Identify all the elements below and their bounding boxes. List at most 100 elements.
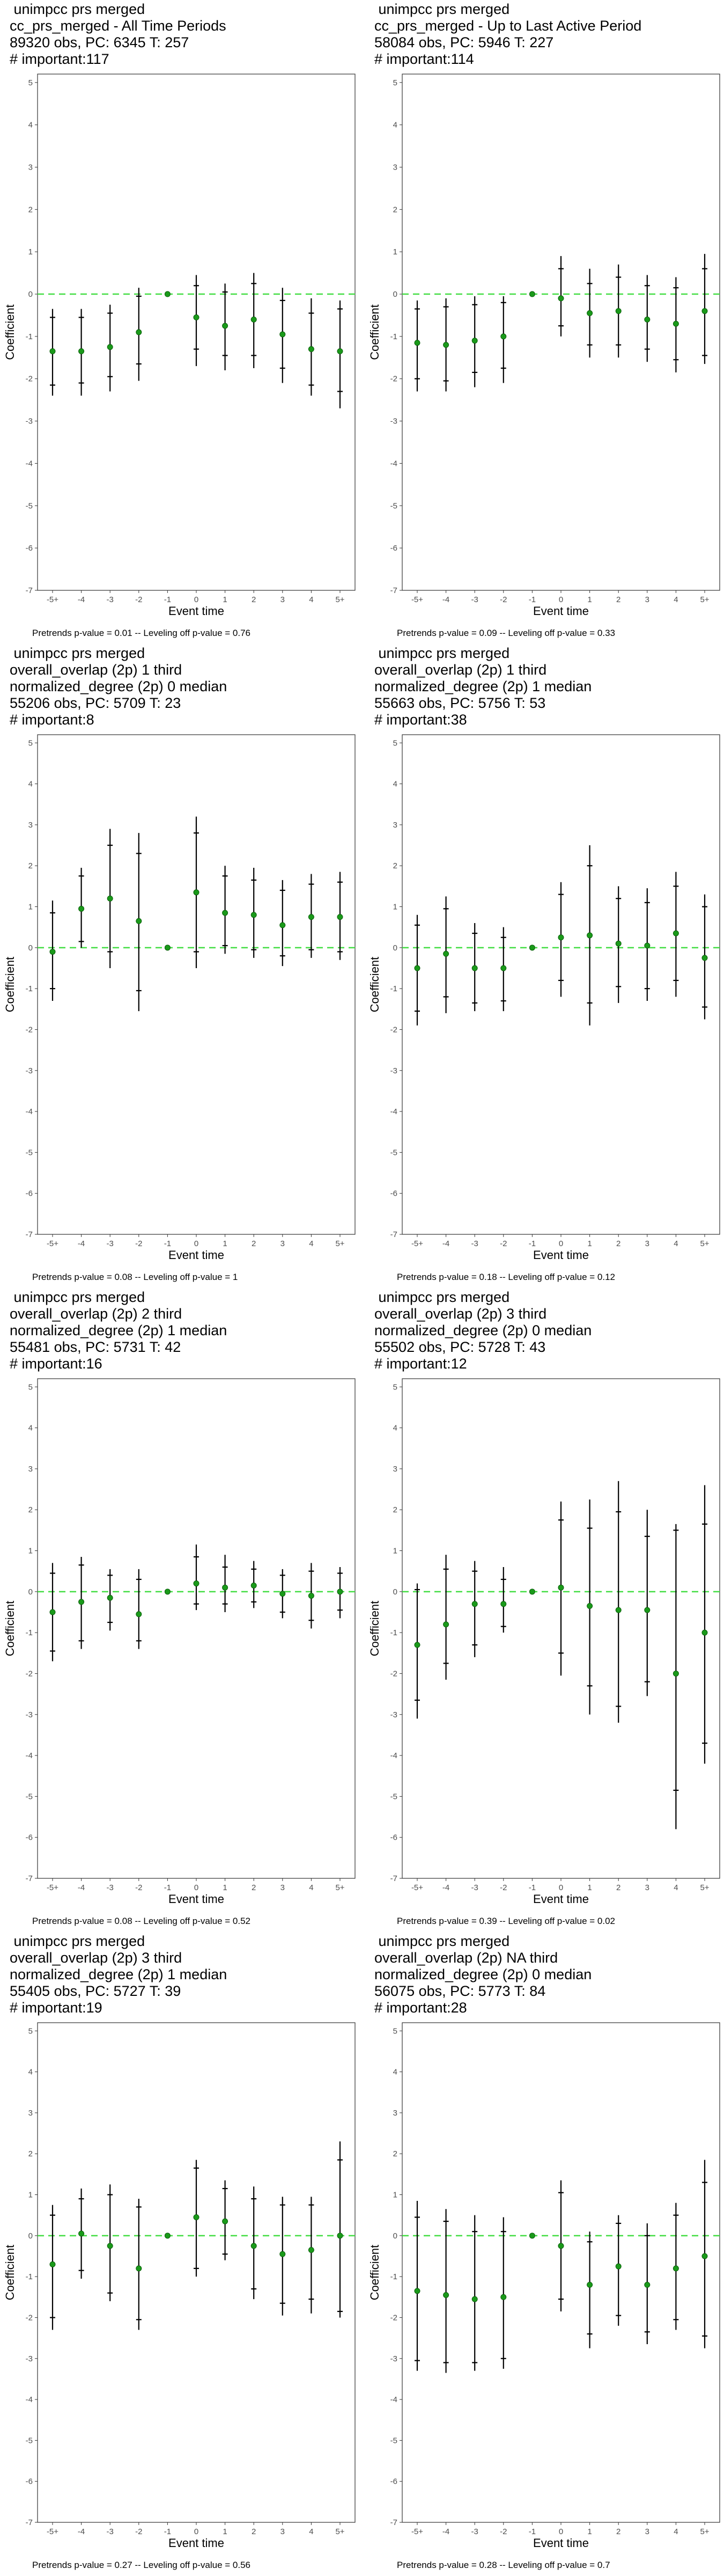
event-study-plot: 5 4 3 2 1 0 -1 -2 -3 -4 -5 -6 -7 Coefficient -5+ -4 -3 -2… xyxy=(368,734,720,1262)
estimate-point xyxy=(136,2265,142,2272)
x-tick-label: 2 xyxy=(616,2527,620,2536)
x-tick-label: 3 xyxy=(280,2527,285,2536)
estimate-point xyxy=(701,308,708,314)
y-tick-label: 4 xyxy=(393,780,397,789)
y-tick-label: -2 xyxy=(390,1025,397,1034)
title-line: unimpcc prs merged xyxy=(374,1289,510,1305)
x-tick-label: -5+ xyxy=(47,1239,58,1248)
y-tick-label: 4 xyxy=(28,1424,33,1433)
y-tick-label: 5 xyxy=(393,78,397,87)
title-line: normalized_degree (2p) 0 median xyxy=(10,678,227,694)
x-tick-label: -5+ xyxy=(411,1239,423,1248)
x-tick-label: -4 xyxy=(442,1239,449,1248)
y-tick-label: -3 xyxy=(390,2354,397,2363)
x-tick-label: 0 xyxy=(559,1239,563,1248)
title-line: # important:8 xyxy=(10,712,94,728)
title-line: normalized_degree (2p) 1 median xyxy=(10,1322,227,1338)
estimate-point xyxy=(414,1642,420,1648)
y-tick-label: 3 xyxy=(28,821,33,830)
x-tick-label: 3 xyxy=(280,595,285,604)
y-tick-label: 5 xyxy=(28,2026,33,2036)
y-tick-label: -1 xyxy=(26,1628,33,1637)
y-tick-label: -2 xyxy=(390,2313,397,2322)
y-tick-label: -7 xyxy=(26,2518,33,2527)
y-tick-label: -6 xyxy=(26,1189,33,1198)
y-tick-label: 3 xyxy=(393,821,397,830)
estimate-point xyxy=(250,2243,257,2249)
y-tick-label: -5 xyxy=(26,1148,33,1157)
estimate-point xyxy=(49,948,56,955)
y-tick-label: 0 xyxy=(393,1587,397,1597)
title-line: 55663 obs, PC: 5756 T: 53 xyxy=(374,695,546,711)
estimate-point xyxy=(49,2261,56,2267)
estimate-point xyxy=(414,2288,420,2294)
x-tick-label: -1 xyxy=(164,2527,171,2536)
estimate-point xyxy=(337,348,343,354)
estimate-point xyxy=(250,316,257,323)
estimate-point xyxy=(49,348,56,354)
estimate-point xyxy=(337,1589,343,1595)
chart-title: unimpcc prs merged overall_overlap (2p) 2… xyxy=(10,1289,227,1372)
y-tick-label: -1 xyxy=(26,984,33,993)
chart-title: unimpcc prs merged overall_overlap (2p) 1… xyxy=(10,645,227,728)
x-tick-label: 1 xyxy=(223,595,227,604)
estimate-point xyxy=(193,1580,200,1587)
x-tick-label: 1 xyxy=(223,1239,227,1248)
estimate-point xyxy=(78,1599,85,1605)
x-tick-label: 0 xyxy=(194,1883,198,1892)
y-tick-label: -3 xyxy=(390,417,397,426)
x-axis-label: Event time xyxy=(168,2536,224,2550)
event-study-plot: 5 4 3 2 1 0 -1 -2 -3 -4 -5 -6 -7 Coefficient -5+ -4 -3 -2… xyxy=(368,2022,720,2550)
y-tick-label: -4 xyxy=(26,459,33,468)
title-line: unimpcc prs merged xyxy=(10,1289,145,1305)
y-tick-label: -5 xyxy=(390,501,397,510)
y-tick-label: 4 xyxy=(393,1424,397,1433)
title-line: # important:12 xyxy=(374,1356,467,1372)
event-study-plot: 5 4 3 2 1 0 -1 -2 -3 -4 -5 -6 -7 Coefficient -5+ -4 -3 -2… xyxy=(3,734,356,1262)
y-tick-label: -2 xyxy=(26,1669,33,1678)
plot-frame xyxy=(37,734,356,1235)
title-line: # important:114 xyxy=(374,51,474,67)
x-tick-label: -4 xyxy=(442,595,449,604)
x-tick-label: -2 xyxy=(135,1239,142,1248)
estimate-point xyxy=(673,930,679,936)
estimate-point xyxy=(644,942,651,949)
estimate-point xyxy=(107,1594,113,1601)
estimate-point xyxy=(587,932,593,939)
estimate-point xyxy=(587,1603,593,1609)
x-tick-label: 4 xyxy=(309,1883,313,1892)
estimate-point xyxy=(337,2233,343,2239)
estimate-point xyxy=(222,2218,228,2224)
estimate-point xyxy=(701,955,708,961)
y-tick-label: -7 xyxy=(390,2518,397,2527)
estimate-point xyxy=(587,310,593,317)
estimate-point xyxy=(279,2251,286,2257)
title-line: 58084 obs, PC: 5946 T: 227 xyxy=(374,34,554,50)
x-tick-label: 5+ xyxy=(335,1883,344,1892)
estimate-point xyxy=(500,333,507,340)
estimate-point xyxy=(136,329,142,335)
event-study-plot: 5 4 3 2 1 0 -1 -2 -3 -4 -5 -6 -7 Coefficient -5+ -4 -3 -2… xyxy=(368,74,720,618)
y-tick-label: 1 xyxy=(28,2191,33,2200)
y-tick-label: 4 xyxy=(393,121,397,130)
y-tick-label: -2 xyxy=(390,1669,397,1678)
title-line: normalized_degree (2p) 0 median xyxy=(374,1322,592,1338)
y-tick-label: -3 xyxy=(26,2354,33,2363)
estimate-point xyxy=(164,291,171,297)
estimate-point xyxy=(193,314,200,320)
x-tick-label: -1 xyxy=(529,1883,536,1892)
x-tick-label: 4 xyxy=(309,2527,313,2536)
title-line: # important:38 xyxy=(374,712,467,728)
y-tick-label: -7 xyxy=(26,1230,33,1239)
y-tick-label: -3 xyxy=(26,417,33,426)
x-tick-label: 2 xyxy=(616,1883,620,1892)
title-line: overall_overlap (2p) 1 third xyxy=(10,662,182,678)
chart-panel-overlap1-degree0: unimpcc prs merged overall_overlap (2p) 1… xyxy=(0,644,359,1288)
y-tick-label: -3 xyxy=(390,1066,397,1075)
y-tick-label: 0 xyxy=(28,2231,33,2241)
x-tick-label: 2 xyxy=(252,1239,256,1248)
x-tick-label: -4 xyxy=(78,1883,85,1892)
estimate-point xyxy=(500,965,507,971)
y-tick-label: 5 xyxy=(28,78,33,87)
y-tick-label: -1 xyxy=(26,2272,33,2281)
